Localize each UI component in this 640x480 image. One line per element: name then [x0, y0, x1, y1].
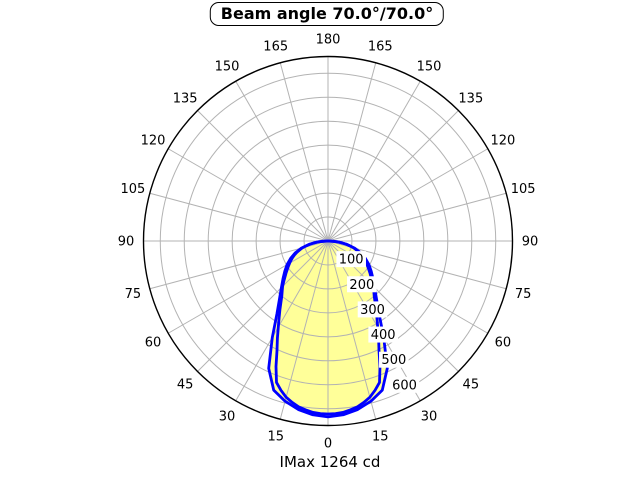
grid-ray: [149, 192, 329, 242]
grid-ray: [327, 240, 421, 402]
angle-tick-label: 15: [267, 430, 284, 445]
grid-ray: [235, 240, 329, 402]
angle-tick-label: 45: [177, 377, 194, 392]
angle-tick-label: 45: [463, 377, 480, 392]
radial-tick-label: 100: [339, 253, 364, 268]
grid-ray: [327, 110, 459, 242]
grid-ray: [327, 240, 377, 420]
outer-circle: [142, 55, 514, 427]
radial-tick-label: 200: [349, 278, 374, 293]
radial-tick-label: 500: [381, 353, 406, 368]
angle-tick-label: 15: [372, 430, 389, 445]
radial-tick-label-bg: [347, 276, 377, 293]
grid-ray: [167, 240, 329, 334]
angle-tick-label: 75: [515, 287, 532, 302]
grid-circle: [207, 120, 449, 362]
radial-tick-label: 300: [360, 303, 385, 318]
grid-ray: [279, 240, 329, 420]
angle-tick-label: 150: [417, 60, 442, 75]
angle-tick-label: 90: [118, 235, 135, 250]
angle-tick-label: 60: [145, 336, 162, 351]
angle-tick-label: 0: [324, 437, 332, 452]
angle-tick-label: 105: [120, 182, 145, 197]
grid-circle: [279, 192, 377, 290]
angle-tick-label: 105: [511, 182, 536, 197]
beam-curve-smooth: [274, 239, 382, 416]
grid-ray: [235, 80, 329, 242]
angle-tick-label: 120: [141, 134, 166, 149]
radial-tick-label-bg: [389, 376, 420, 393]
angle-tick-label: 60: [495, 336, 512, 351]
grid-ray: [327, 148, 489, 242]
angle-tick-label: 120: [491, 134, 516, 149]
grid-ray: [327, 80, 421, 242]
angle-tick-label: 135: [458, 92, 483, 107]
angle-tick-label: 90: [522, 235, 539, 250]
angle-tick-label: 30: [219, 409, 236, 424]
imax-caption: IMax 1264 cd: [279, 453, 381, 471]
grid-circle: [159, 72, 497, 410]
chart-title: Beam angle 70.0°/70.0°: [209, 2, 445, 26]
angle-tick-label: 165: [368, 39, 393, 54]
angle-tick-label: 165: [263, 39, 288, 54]
grid-ray: [327, 192, 507, 242]
grid-ray: [197, 110, 329, 242]
grid-ray: [279, 62, 329, 242]
grid-circle: [255, 168, 401, 314]
radial-tick-label: 400: [371, 328, 396, 343]
angle-tick-label: 30: [421, 409, 438, 424]
radial-tick-label: 600: [392, 378, 417, 393]
radial-tick-label-bg: [379, 351, 409, 368]
grid-circle: [183, 96, 473, 386]
beam-curve-angular: [267, 239, 389, 419]
angle-tick-label: 75: [125, 287, 142, 302]
grid-circle: [231, 144, 425, 338]
grid-ray: [327, 62, 377, 242]
radial-tick-label-bg: [357, 301, 388, 318]
grid-ray: [197, 240, 329, 372]
radial-tick-label-bg: [336, 251, 366, 268]
radial-tick-label-bg: [368, 326, 398, 343]
grid-ray: [167, 148, 329, 242]
grid-circle: [303, 216, 353, 266]
angle-tick-label: 135: [173, 92, 198, 107]
angle-tick-label: 180: [316, 33, 341, 48]
angle-tick-label: 150: [215, 60, 240, 75]
